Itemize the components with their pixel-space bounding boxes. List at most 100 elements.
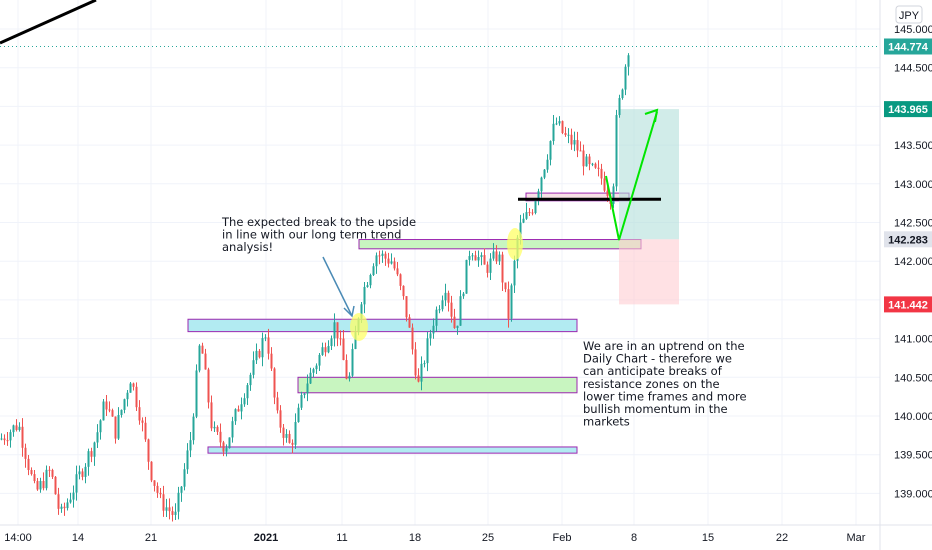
candle [618,94,621,118]
candle [441,295,444,312]
candle [282,424,285,446]
candle [621,88,624,100]
candle [474,250,477,261]
x-tick-label: 22 [776,532,788,544]
annotation-line: Daily Chart - therefore we [583,352,732,366]
candle [39,477,42,493]
candle [300,391,303,411]
candle [84,463,87,484]
candle [342,330,345,361]
resistance-zone-upper[interactable] [187,318,578,333]
candle [537,188,540,206]
candle [564,126,567,137]
x-tick-label: 25 [482,532,494,544]
candle [252,351,255,379]
candle [108,401,111,413]
candle [579,141,582,152]
candle [384,251,387,266]
currency-badge[interactable]: JPY [895,5,923,24]
candle [210,395,213,432]
candle [216,425,219,436]
candle [6,431,9,446]
candle [219,423,222,448]
candle [195,364,198,419]
candles [0,53,630,522]
zones [187,192,642,454]
candle [48,466,51,478]
candle [627,53,630,76]
support-zone-bottom[interactable] [207,446,578,454]
candle [45,465,48,491]
support-zone-green-low[interactable] [297,376,578,394]
grid-lines [0,0,880,525]
x-tick-label: 18 [409,532,421,544]
candle [21,418,24,457]
price-tag-label: 143.965 [888,104,928,116]
candle [363,282,366,314]
candle [201,342,204,354]
candle [486,261,489,278]
x-axis[interactable]: 14:00 14 21 2021 11 18 25 Feb 8 15 22 Mar [4,532,866,544]
price-tag-label: 141.442 [888,299,928,311]
y-tick-label: 141.000 [894,334,932,346]
candle [207,367,210,409]
candle [273,367,276,405]
candle [459,290,462,326]
candle [372,263,375,276]
y-axis[interactable]: 145.000144.500144.000143.500143.000142.5… [894,24,932,500]
x-tick-label: Feb [553,532,572,544]
candle [264,334,267,342]
candle [411,323,414,355]
trade-position-box[interactable] [619,109,679,305]
profit-zone[interactable] [619,109,679,240]
candle [27,454,30,476]
candle [444,283,447,307]
candle [96,424,99,448]
loss-zone[interactable] [619,239,679,305]
trend-line[interactable] [0,0,97,45]
candle [348,372,351,382]
annotation-line: We are in an uptrend on the [583,339,745,353]
candle [228,437,231,449]
projection-path[interactable] [605,111,658,241]
candle [585,154,588,167]
candle [231,416,234,443]
candle [558,116,561,126]
candle [522,213,525,224]
candle [552,114,555,145]
candle [294,413,297,449]
candle [15,419,18,432]
candle [432,318,435,339]
candle [54,476,57,495]
candle [192,413,195,445]
x-tick-label: 11 [336,532,347,544]
candle [60,503,63,513]
candle [33,469,36,484]
annotation-line: analysis! [222,240,273,254]
breakout-highlight [350,313,368,341]
candle [171,506,174,522]
annotation-line: bullish momentum in the [583,402,728,416]
candle [276,391,279,414]
candle [285,429,288,443]
candle [93,441,96,466]
candle [588,153,591,171]
candle [375,252,378,274]
x-tick-label: 14:00 [4,532,32,544]
x-tick-label: Mar [847,532,866,544]
plot-area[interactable] [0,0,880,525]
candle [3,434,6,445]
candle [156,482,159,498]
candle [150,461,153,483]
x-tick-label: 21 [145,532,157,544]
drawings [0,0,880,341]
candle [489,253,492,281]
candle [177,486,180,520]
candle [333,313,336,347]
candle [117,407,120,440]
candle [159,487,162,499]
